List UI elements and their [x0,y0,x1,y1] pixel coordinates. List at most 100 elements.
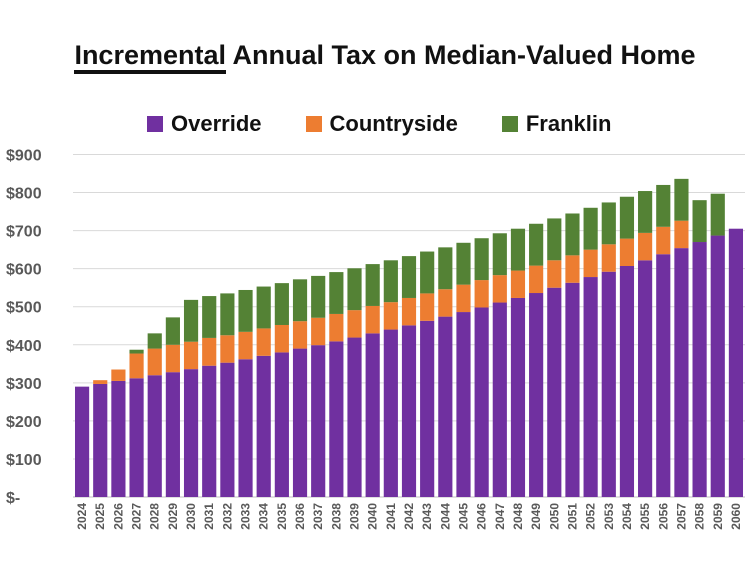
bar-countryside-2037 [311,317,326,346]
x-tick-label-2057: 2057 [674,503,688,530]
chart-title-rest: Annual Tax on Median-Valued Home [226,40,696,70]
x-tick-label-2030: 2030 [184,503,198,530]
x-tick-label-2028: 2028 [148,503,162,530]
x-tick-label-2050: 2050 [547,503,561,530]
x-tick-label-2042: 2042 [402,503,416,530]
legend-item-franklin: Franklin [501,111,612,137]
x-tick-label-2040: 2040 [366,503,380,530]
bar-override-2050 [547,287,562,497]
bar-countryside-2043 [420,293,435,321]
bar-franklin-2030 [183,299,199,342]
x-tick-label-2039: 2039 [348,503,362,530]
bar-override-2056 [656,254,671,497]
x-tick-label-2058: 2058 [693,503,707,530]
bar-override-2052 [583,277,598,497]
bar-countryside-2054 [619,238,635,267]
x-tick-label-2027: 2027 [130,503,144,530]
x-tick-label-2049: 2049 [529,503,543,530]
bar-override-2047 [492,302,507,497]
bar-franklin-2029 [165,317,180,345]
x-tick-label-2026: 2026 [111,503,125,530]
bar-override-2051 [565,282,580,497]
bar-override-2033 [238,359,253,497]
bar-override-2041 [383,329,398,497]
bar-override-2037 [311,345,326,497]
legend-item-countryside: Countryside [305,111,458,137]
bar-countryside-2035 [274,324,289,353]
bar-franklin-2058 [692,200,707,243]
x-tick-label-2031: 2031 [202,503,216,530]
bar-franklin-2056 [656,184,671,227]
x-tick-label-2032: 2032 [220,503,234,530]
bar-override-2044 [438,316,453,497]
legend-item-override: Override [147,111,262,137]
bar-franklin-2038 [329,272,344,314]
bar-countryside-2030 [183,341,199,370]
bar-override-2060 [728,228,744,498]
y-tick-label-500: $500 [6,300,42,317]
bar-override-2029 [165,372,180,497]
y-tick-label-700: $700 [6,224,42,241]
bar-franklin-2037 [311,275,326,318]
x-tick-label-2059: 2059 [711,503,725,530]
bar-franklin-2052 [583,207,598,250]
bar-countryside-2053 [601,244,616,272]
bar-countryside-2049 [529,265,544,294]
x-tick-label-2033: 2033 [239,503,253,530]
bar-countryside-2039 [347,310,362,338]
x-tick-label-2024: 2024 [75,503,89,530]
bar-countryside-2028 [147,348,162,376]
bar-countryside-2038 [329,313,344,342]
bar-countryside-2029 [165,344,180,373]
x-tick-label-2048: 2048 [511,503,525,530]
bar-franklin-2035 [274,283,289,325]
chart-title-emphasis: Incremental [74,40,226,74]
y-tick-label-300: $300 [6,376,42,393]
bar-override-2030 [183,369,199,497]
y-tick-label-400: $400 [6,338,42,355]
bar-countryside-2051 [565,255,580,283]
bar-override-2039 [347,337,362,497]
x-tick-label-2047: 2047 [493,503,507,530]
bar-franklin-2036 [292,279,308,322]
bar-countryside-2042 [401,297,417,326]
bar-override-2024 [74,386,90,497]
x-tick-label-2055: 2055 [638,503,652,530]
bar-countryside-2044 [438,289,453,317]
x-tick-label-2034: 2034 [257,503,271,530]
legend-label-franklin: Franklin [525,111,612,136]
bar-countryside-2031 [202,337,217,366]
bar-franklin-2028 [147,333,162,349]
bar-franklin-2059 [710,193,725,236]
bar-override-2057 [674,248,689,497]
bar-override-2054 [619,266,635,497]
bar-franklin-2054 [619,196,635,239]
bar-countryside-2032 [220,335,235,363]
y-tick-label-800: $800 [6,186,42,203]
x-tick-label-2045: 2045 [456,503,470,530]
x-tick-label-2037: 2037 [311,503,325,530]
bar-franklin-2033 [238,289,253,332]
bar-franklin-2050 [547,218,562,261]
bar-override-2049 [529,293,544,497]
bar-countryside-2041 [383,302,398,330]
bar-override-2059 [710,235,725,497]
bar-countryside-2027 [129,353,144,379]
bar-franklin-2044 [438,247,453,290]
bar-override-2031 [202,365,217,497]
bar-countryside-2033 [238,331,253,360]
y-tick-label-100: $100 [6,452,42,469]
bar-franklin-2053 [601,202,616,245]
legend-label-countryside: Countryside [329,111,458,136]
bar-countryside-2034 [256,328,271,356]
y-tick-label-200: $200 [6,414,42,431]
bar-override-2036 [292,348,308,497]
bar-override-2046 [474,307,489,497]
bar-franklin-2031 [202,296,217,338]
x-tick-label-2046: 2046 [475,503,489,530]
chart-legend: Override Countryside Franklin [147,110,655,138]
bar-override-2058 [692,242,707,497]
bar-override-2055 [638,260,653,497]
bar-franklin-2032 [220,293,235,336]
bar-countryside-2055 [638,232,653,261]
